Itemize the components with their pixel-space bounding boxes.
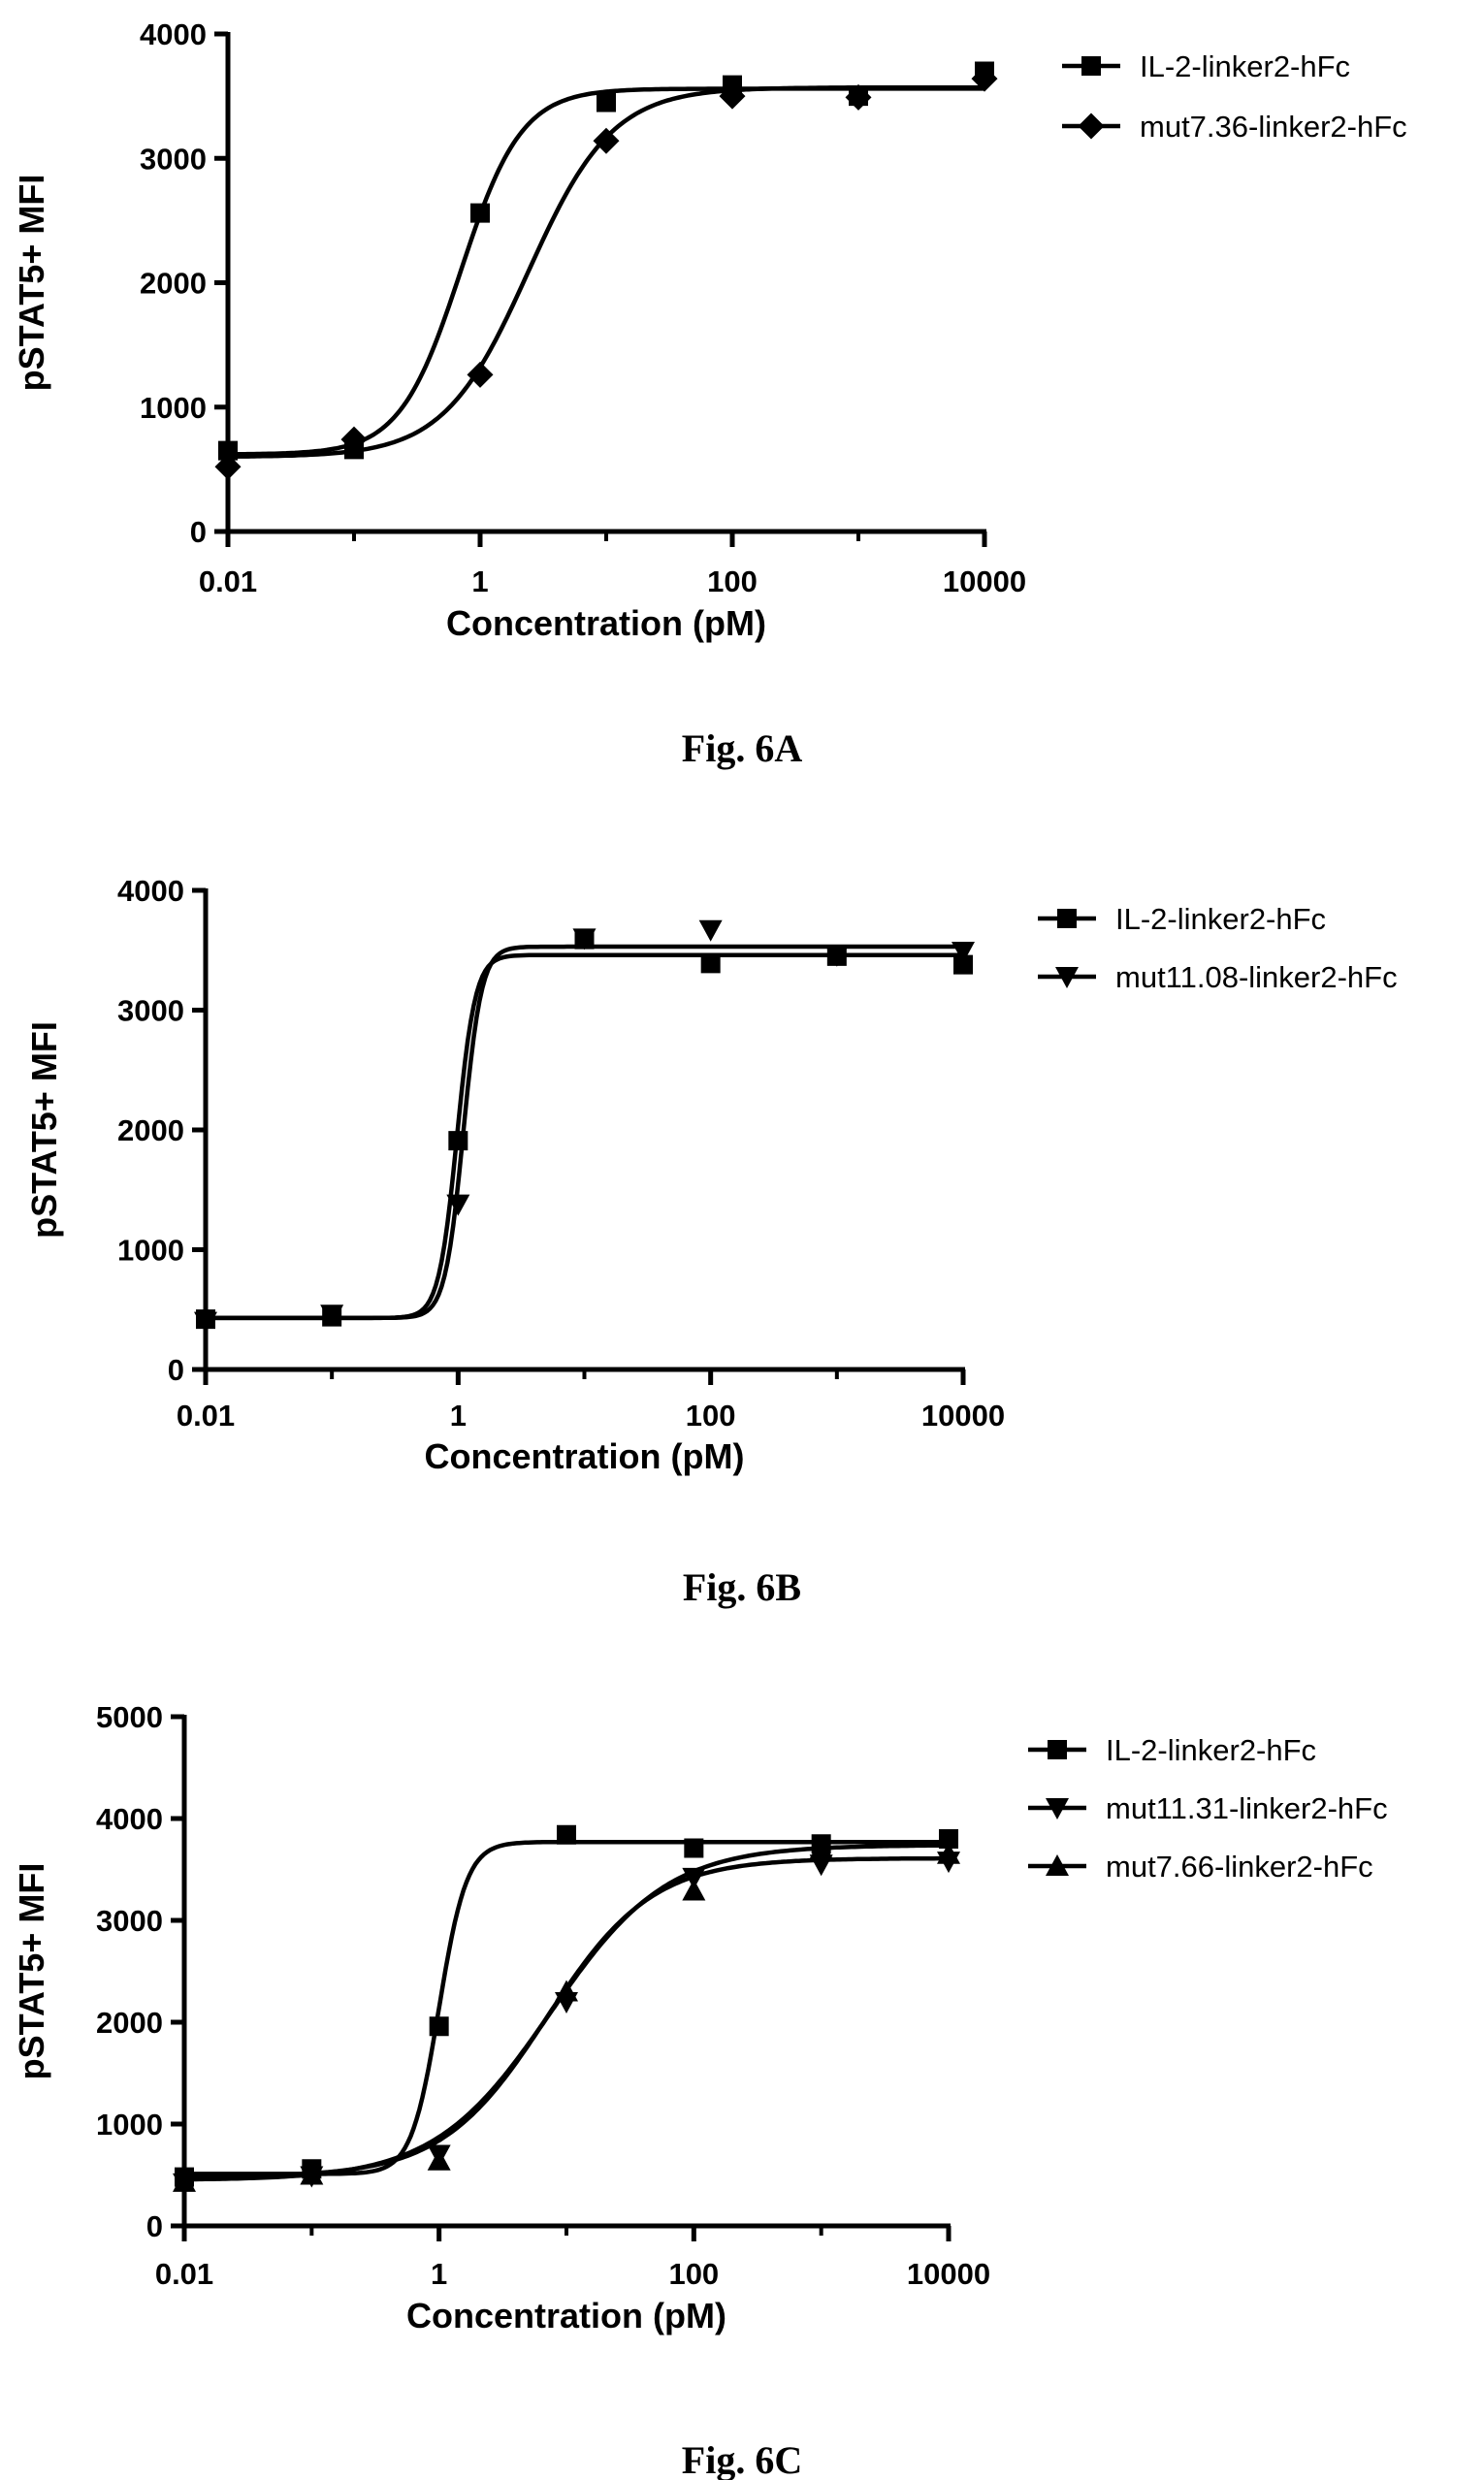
x-tick-label: 0.01 — [199, 564, 257, 598]
y-axis-label: pSTAT5+ MFI — [12, 175, 51, 392]
legend-marker-triangle-down — [1055, 967, 1079, 988]
y-tick-label: 2000 — [96, 2006, 163, 2040]
data-point-series-3 — [300, 2163, 324, 2185]
data-point-series-2 — [698, 919, 723, 942]
fit-curve-series-3 — [183, 1855, 949, 2179]
data-point-series-3 — [682, 1879, 706, 1901]
y-tick-label: 4000 — [117, 874, 184, 908]
data-point-series-2 — [446, 1194, 470, 1216]
y-tick-label: 4000 — [96, 1802, 163, 1836]
x-tick-label: 100 — [686, 1399, 736, 1433]
x-tick-label: 1 — [450, 1399, 467, 1433]
x-tick-label: 0.01 — [155, 2257, 213, 2291]
y-tick-label: 3000 — [140, 142, 207, 176]
legend-marker-square — [1048, 1740, 1067, 1759]
legend-marker-square — [1081, 56, 1101, 76]
y-tick-label: 2000 — [117, 1113, 184, 1147]
data-point-series-2 — [952, 941, 975, 963]
data-point-series-2 — [467, 361, 494, 388]
legend-marker-triangle-up — [1046, 1854, 1069, 1876]
chart-2: 0 1000 2000 3000 4000 0.01 1 100 10000 Concentrat… — [24, 874, 1398, 1609]
legend-marker-square — [1057, 909, 1077, 928]
legend-label: mut7.36-linker2-hFc — [1140, 110, 1407, 144]
x-tick-label: 100 — [668, 2257, 719, 2291]
data-point-series-2 — [971, 65, 998, 92]
y-tick-label: 0 — [168, 1353, 184, 1387]
data-point-series-2 — [194, 1311, 217, 1334]
x-axis-label: Concentration (pM) — [446, 603, 766, 643]
x-axis-label: Concentration (pM) — [406, 2296, 726, 2335]
data-point-series-3 — [809, 1837, 833, 1859]
data-point-series-1 — [557, 1824, 576, 1845]
fit-curve-series-1 — [206, 952, 963, 1321]
legend-label: mut7.66-linker2-hFc — [1106, 1850, 1373, 1884]
data-point-series-1 — [429, 2016, 449, 2037]
x-tick-label: 1 — [431, 2257, 447, 2291]
chart-1: 0 1000 2000 3000 4000 0.01 1 100 10000 Concentrat… — [12, 17, 1407, 770]
y-tick-label: 3000 — [117, 994, 184, 1028]
y-tick-label: 0 — [146, 2209, 163, 2243]
data-point-series-3 — [555, 1980, 578, 2002]
data-point-series-1 — [684, 1838, 704, 1858]
legend-label: IL-2-linker2-hFc — [1115, 902, 1326, 936]
legend-label: IL-2-linker2-hFc — [1106, 1733, 1316, 1767]
data-point-series-3 — [427, 2148, 451, 2171]
data-point-series-2 — [824, 945, 849, 967]
figure-caption: Fig. 6C — [682, 2438, 802, 2480]
legend-marker-diamond — [1078, 113, 1105, 140]
y-tick-label: 0 — [190, 515, 207, 549]
data-point-series-1 — [470, 203, 490, 223]
y-tick-label: 3000 — [96, 1904, 163, 1938]
data-point-series-2 — [340, 426, 368, 453]
x-tick-label: 0.01 — [177, 1399, 235, 1433]
x-tick-label: 10000 — [943, 564, 1026, 598]
fit-curve-series-2 — [206, 944, 963, 1321]
chart-3: 0 1000 2000 3000 4000 5000 0.01 1 100 10000 Concen… — [12, 1700, 1388, 2480]
y-tick-label: 2000 — [140, 267, 207, 301]
x-tick-label: 100 — [707, 564, 758, 598]
x-tick-label: 10000 — [907, 2257, 990, 2291]
data-point-series-2 — [320, 1304, 344, 1327]
legend-label: IL-2-linker2-hFc — [1140, 49, 1350, 83]
figure-caption: Fig. 6B — [683, 1565, 801, 1609]
legend-label: mut11.08-linker2-hFc — [1115, 960, 1398, 994]
legend-label: mut11.31-linker2-hFc — [1106, 1791, 1388, 1825]
y-tick-label: 1000 — [96, 2108, 163, 2142]
data-point-series-2 — [593, 127, 620, 154]
y-axis-label: pSTAT5+ MFI — [24, 1021, 64, 1239]
data-point-series-1 — [700, 953, 721, 974]
data-point-series-1 — [597, 92, 616, 113]
x-tick-label: 10000 — [921, 1399, 1005, 1433]
x-axis-label: Concentration (pM) — [425, 1436, 745, 1476]
data-point-series-2 — [572, 928, 597, 950]
figure-caption: Fig. 6A — [682, 726, 803, 770]
data-point-series-3 — [173, 2170, 196, 2192]
data-point-series-2 — [214, 453, 242, 480]
legend-marker-triangle-down — [1046, 1798, 1069, 1820]
data-point-series-3 — [937, 1842, 960, 1864]
data-point-series-1 — [953, 954, 973, 975]
y-tick-label: 5000 — [96, 1700, 163, 1734]
y-tick-label: 1000 — [117, 1234, 184, 1268]
data-point-series-2 — [845, 83, 872, 111]
y-axis-label: pSTAT5+ MFI — [12, 1863, 51, 2080]
data-point-series-2 — [719, 82, 746, 110]
x-tick-label: 1 — [471, 564, 488, 598]
y-tick-label: 4000 — [140, 17, 207, 51]
y-tick-label: 1000 — [140, 391, 207, 425]
